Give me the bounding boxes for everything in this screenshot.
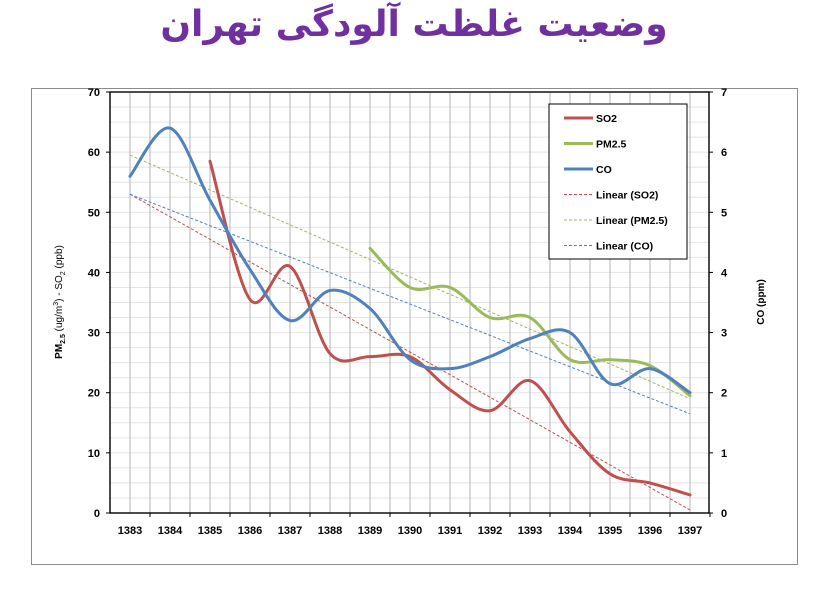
legend-label: CO [596,164,612,176]
x-tick-label: 1387 [278,525,302,537]
legend: SO2 PM2.5 CO Linear (SO2) Linear (PM2.5) Line… [548,103,688,260]
x-tick-label: 1392 [478,525,502,537]
x-tick-label: 1395 [598,525,622,537]
x-tick-label: 1393 [518,525,542,537]
trendline [129,193,691,415]
x-tick-label: 1391 [438,525,462,537]
right-y-axis: 0 1 2 3 4 5 6 7 [709,87,728,520]
y-tick-label: 10 [88,448,100,460]
x-tick-label: 1384 [158,525,183,537]
y-tick-label: 20 [88,388,100,400]
y-right-tick-label: 0 [721,508,727,520]
series-line [208,159,692,497]
y-tick-label: 60 [88,147,100,159]
y-tick-label: 70 [88,87,100,99]
y-tick-label: 30 [88,328,100,340]
trendline [129,193,691,511]
y-right-tick-label: 7 [721,87,727,99]
y-right-tick-label: 2 [721,388,727,400]
x-tick-label: 1389 [358,525,382,537]
x-tick-label: 1394 [558,525,583,537]
chart-title: وضعیت غلظت آلودگی تهران [160,4,668,45]
legend-label: Linear (SO2) [596,190,658,202]
x-tick-label: 1385 [198,525,222,537]
y-right-tick-label: 5 [721,207,727,219]
y-tick-label: 0 [94,508,100,520]
legend-label: SO2 [596,113,617,125]
plot-area-border [109,91,710,514]
series-line [128,126,692,395]
x-tick-label: 1383 [118,525,142,537]
series-line [368,246,692,398]
trendlines [129,154,691,511]
legend-label: PM2.5 [596,139,627,151]
y-right-tick-label: 6 [721,147,727,159]
x-tick-label: 1390 [398,525,422,537]
chart-frame [31,88,798,565]
x-tick-label: 1396 [638,525,662,537]
y-right-tick-label: 3 [721,328,727,340]
right-axis-title: CO (ppm) [756,279,767,325]
y-tick-label: 50 [88,207,100,219]
x-tick-label: 1397 [678,525,702,537]
y-tick-label: 40 [88,267,100,279]
trendline [129,154,691,400]
x-axis: 1383 1384 1385 1386 1387 1388 1389 1390 1391 1392… [118,513,711,537]
data-series [128,126,692,497]
left-y-axis: 0 10 20 30 40 50 60 70 [88,87,110,520]
x-tick-label: 1388 [318,525,342,537]
y-right-tick-label: 1 [721,448,727,460]
y-right-tick-label: 4 [721,267,728,279]
x-tick-label: 1386 [238,525,262,537]
legend-label: Linear (PM2.5) [596,215,668,227]
legend-label: Linear (CO) [596,241,653,253]
left-axis-title: PM2.5 (ug/m3) - SO2 (ppb) [53,245,67,359]
